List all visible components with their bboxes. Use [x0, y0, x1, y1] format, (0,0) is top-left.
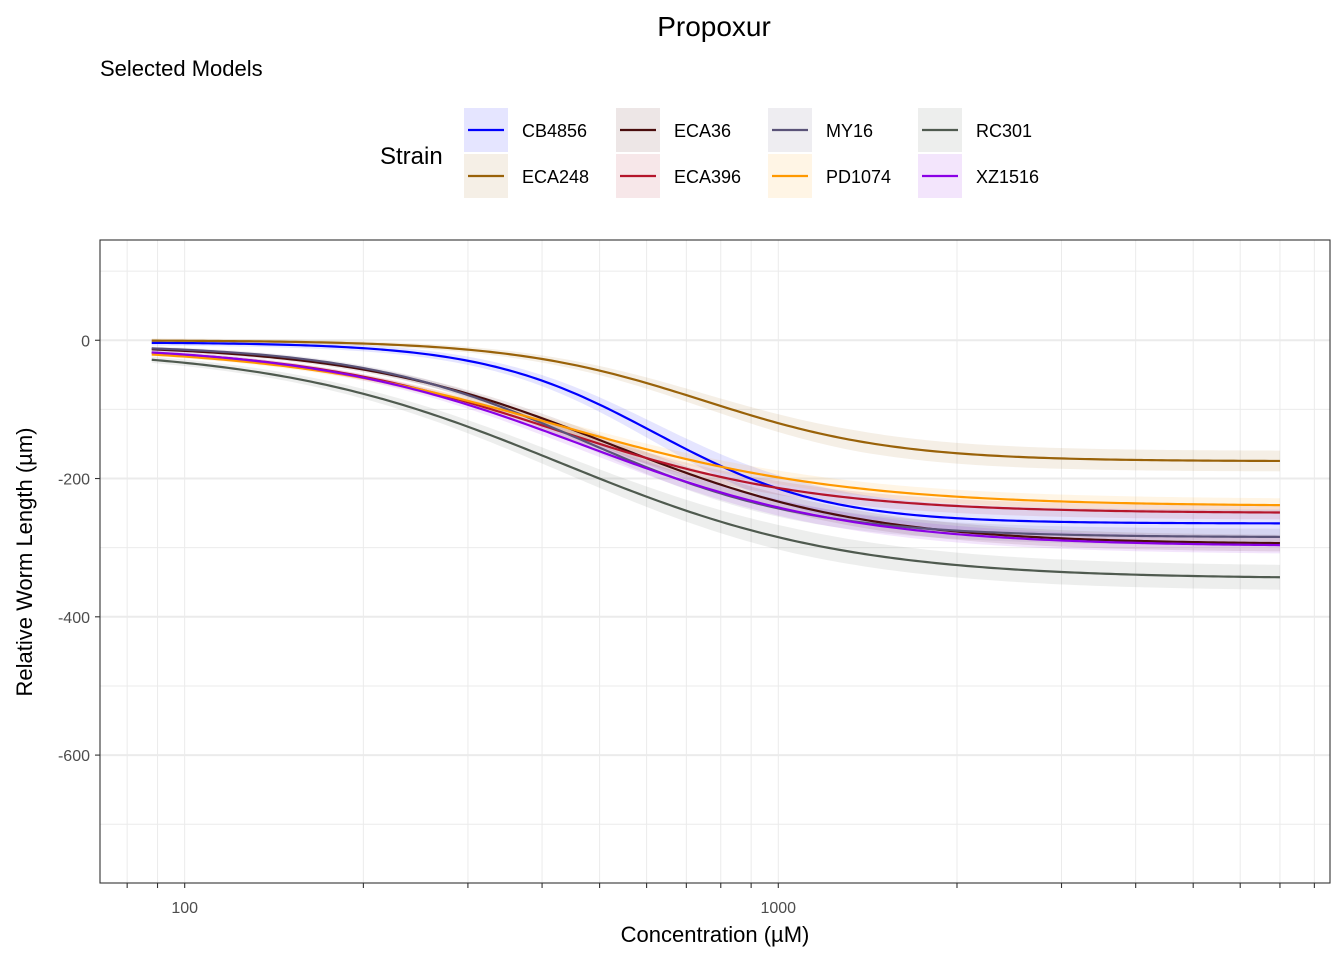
plot-grid — [100, 240, 1330, 883]
axes: 0 -200 -400 -600 100 1000 — [58, 333, 1315, 917]
line-CB4856 — [151, 341, 1280, 525]
legend-item-ECA248: ECA248 — [464, 154, 589, 198]
series-lines — [151, 339, 1280, 579]
line-ECA248 — [151, 339, 1280, 463]
y-tick-label: -600 — [58, 748, 90, 765]
legend-item-RC301: RC301 — [918, 108, 1032, 152]
legend-label: PD1074 — [826, 167, 891, 187]
chart-title: Propoxur — [657, 11, 771, 42]
legend-title: Strain — [380, 143, 443, 170]
legend-item-ECA36: ECA36 — [616, 108, 731, 152]
ribbon-CB4856 — [151, 340, 1280, 538]
legend-label: ECA36 — [674, 121, 731, 141]
legend-label: CB4856 — [522, 121, 587, 141]
legend-item-PD1074: PD1074 — [768, 154, 891, 198]
legend-label: MY16 — [826, 121, 873, 141]
y-axis-title: Relative Worm Length (µm) — [12, 427, 37, 696]
legend-item-ECA396: ECA396 — [616, 154, 741, 198]
x-tick-label: 100 — [171, 900, 198, 917]
legend-item-CB4856: CB4856 — [464, 108, 587, 152]
legend-label: RC301 — [976, 121, 1032, 141]
legend-label: XZ1516 — [976, 167, 1039, 187]
legend-item-MY16: MY16 — [768, 108, 873, 152]
y-tick-label: 0 — [81, 333, 90, 350]
legend-item-XZ1516: XZ1516 — [918, 154, 1039, 198]
legend-label: ECA396 — [674, 167, 741, 187]
line-RC301 — [151, 358, 1280, 579]
y-tick-label: -200 — [58, 472, 90, 489]
x-axis-title: Concentration (µM) — [621, 922, 810, 947]
line-XZ1516 — [151, 351, 1280, 547]
x-tick-label: 1000 — [760, 900, 796, 917]
legend: Strain CB4856 ECA248 ECA36 ECA396 MY16 PD1074… — [380, 108, 1039, 198]
chart-subtitle: Selected Models — [100, 56, 263, 81]
line-ECA36 — [151, 348, 1280, 545]
legend-label: ECA248 — [522, 167, 589, 187]
plot-panel-border — [99, 239, 1331, 884]
y-tick-label: -400 — [58, 610, 90, 627]
